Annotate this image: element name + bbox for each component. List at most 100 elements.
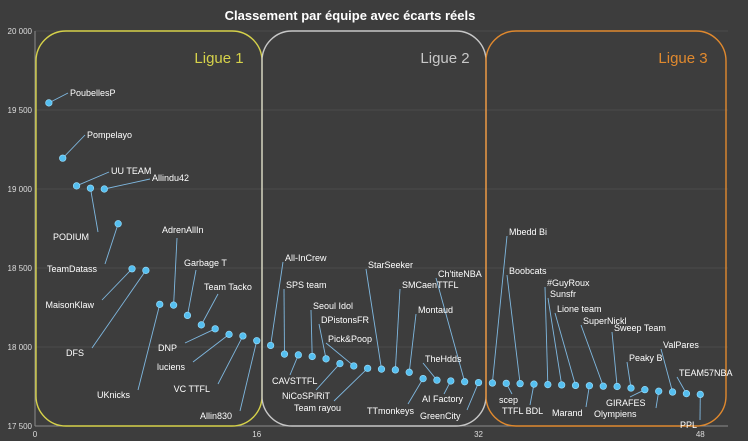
data-point	[558, 381, 566, 389]
leader-line	[315, 363, 341, 391]
label-layer: PoubellesP Pompelayo UU TEAM PODIUM Allindu4…	[45, 88, 732, 430]
data-point	[86, 184, 95, 192]
data-label: MaisonKlaw	[45, 300, 94, 310]
leader-line	[173, 237, 178, 306]
leader-line	[192, 334, 230, 363]
data-label: Marand	[552, 408, 583, 418]
leader-line	[325, 342, 355, 367]
data-label: Pick&Poop	[328, 334, 372, 344]
point-layer	[45, 99, 704, 399]
leader-line	[318, 323, 327, 359]
leader-line	[187, 269, 197, 316]
data-point	[433, 376, 441, 384]
data-label: All-InCrew	[285, 253, 327, 263]
leader-line	[76, 171, 110, 187]
data-label: Mbedd Bi	[509, 227, 547, 237]
x-tick-label: 16	[252, 430, 261, 439]
data-point	[72, 182, 81, 190]
data-label: TheHdds	[425, 354, 462, 364]
data-point	[405, 368, 413, 376]
x-tick-label: 0	[33, 430, 38, 439]
data-point	[128, 265, 136, 273]
leader-line	[422, 362, 438, 381]
leader-line	[62, 134, 86, 159]
data-point	[391, 366, 399, 374]
leader-line	[491, 235, 508, 384]
tick-layer: 17 500 18 000 18 500 19 000 19 500 20 000 0 16 3…	[8, 27, 706, 439]
leader-line	[200, 293, 219, 326]
data-label: Sweep Team	[614, 323, 666, 333]
leader-line	[394, 288, 401, 370]
y-tick-label: 20 000	[8, 27, 33, 36]
data-point	[45, 99, 53, 107]
leader-line	[104, 223, 119, 265]
data-point	[447, 377, 455, 385]
data-label: Seoul Idol	[313, 301, 353, 311]
leader-line	[89, 188, 99, 233]
chart-title: Classement par équipe avec écarts réels	[225, 8, 476, 23]
data-label: DPistonsFR	[321, 315, 370, 325]
data-label: Boobcats	[509, 266, 547, 276]
data-point	[696, 390, 704, 399]
data-label: Pompelayo	[87, 130, 132, 140]
data-point	[655, 387, 663, 395]
data-label: DFS	[66, 348, 84, 358]
data-label: Sunsfr	[550, 289, 576, 299]
data-label: Allin830	[200, 411, 232, 421]
data-label: CAVSTTFL	[272, 376, 317, 386]
league-name-2: Ligue 2	[420, 50, 469, 67]
data-label: DNP	[158, 343, 177, 353]
data-label: Olympiens	[594, 409, 637, 419]
data-label: SuperNickl	[583, 316, 627, 326]
leader-line	[91, 270, 147, 349]
league-name-3: Ligue 3	[658, 50, 707, 67]
data-point	[641, 386, 649, 394]
y-tick-label: 18 500	[8, 264, 33, 273]
data-label: Team rayou	[294, 403, 341, 413]
data-point	[516, 380, 524, 388]
leader-line	[289, 354, 299, 376]
y-tick-label: 17 500	[8, 422, 33, 431]
data-label: UU TEAM	[111, 166, 151, 176]
leader-line	[660, 348, 673, 393]
data-label: TeamDatass	[47, 264, 98, 274]
data-point	[474, 378, 483, 387]
data-point	[613, 382, 621, 391]
data-point	[668, 388, 677, 396]
data-label: scep	[499, 395, 518, 405]
leader-line	[611, 331, 618, 387]
data-point	[197, 321, 205, 329]
data-label: Garbage T	[184, 258, 227, 268]
data-label: GreenCity	[420, 411, 461, 421]
leader-line	[626, 361, 632, 389]
leader-line	[506, 274, 521, 384]
data-point	[364, 364, 372, 372]
data-point	[350, 362, 358, 370]
data-point	[183, 311, 192, 320]
y-tick-label: 19 500	[8, 106, 33, 115]
data-label: VC TTFL	[174, 384, 210, 394]
data-point	[211, 325, 219, 333]
data-point	[627, 384, 635, 392]
data-point	[294, 351, 302, 359]
leader-line	[544, 286, 549, 385]
data-label: #GuyRoux	[547, 278, 590, 288]
data-point	[225, 330, 233, 338]
leader-line	[547, 297, 563, 385]
data-label: Team Tacko	[204, 282, 252, 292]
data-point	[377, 365, 386, 373]
data-label: PoubellesP	[70, 88, 116, 98]
leader-line	[580, 324, 604, 387]
data-point	[239, 332, 247, 340]
data-point	[322, 355, 330, 363]
data-point	[599, 382, 607, 390]
data-label: SPS team	[286, 280, 327, 290]
league-box-2	[261, 30, 487, 427]
data-label: TEAM57NBA	[679, 368, 733, 378]
leader-line	[554, 312, 576, 386]
data-label: NiCoSPiRiT	[282, 391, 331, 401]
league-name-1: Ligue 1	[194, 50, 243, 67]
data-point	[253, 337, 261, 345]
data-point	[544, 381, 552, 389]
